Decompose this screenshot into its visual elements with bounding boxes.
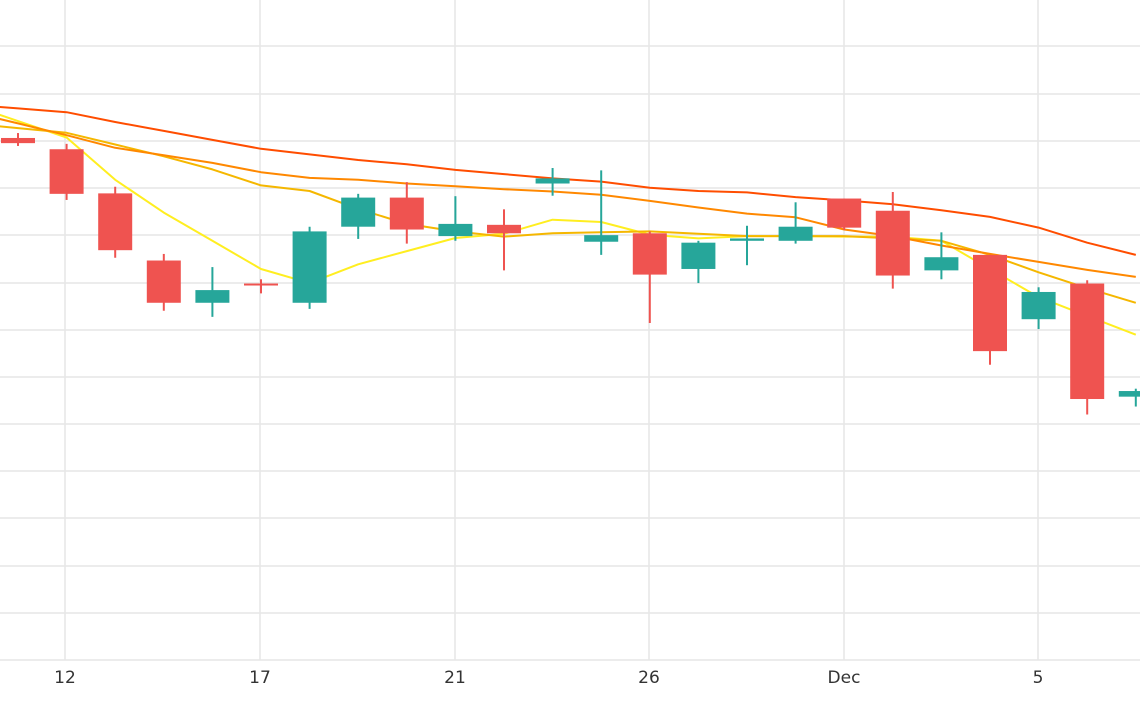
candle — [827, 198, 862, 230]
candle — [730, 225, 764, 266]
candle-body — [389, 197, 424, 230]
candle — [1021, 287, 1056, 330]
candle — [681, 240, 716, 284]
candle-body — [924, 257, 959, 271]
x-tick-label: Dec — [828, 668, 861, 688]
x-tick-label: 26 — [638, 668, 660, 688]
candle — [292, 226, 327, 309]
candle — [438, 196, 473, 241]
candle-body — [827, 198, 862, 228]
candles — [1, 133, 1140, 415]
candle — [584, 170, 619, 255]
candle-body — [875, 210, 910, 276]
candle-body — [1070, 283, 1105, 400]
candle-body — [1021, 291, 1056, 320]
candle-body — [195, 290, 230, 303]
candle-body — [98, 193, 133, 251]
candle-body — [681, 242, 716, 269]
candle — [244, 279, 278, 294]
candle — [632, 231, 667, 323]
candle — [1070, 280, 1105, 415]
candle-body — [584, 235, 619, 242]
candle-body — [146, 260, 181, 303]
grid-lines — [0, 0, 1140, 661]
candle — [924, 232, 959, 280]
candle-body — [632, 233, 667, 275]
candle — [535, 168, 570, 196]
candle — [389, 182, 424, 244]
candle-body — [49, 149, 84, 194]
x-axis: 12 17 21 26 Dec 5 — [54, 668, 1043, 688]
candle — [195, 267, 230, 317]
candle-body — [778, 226, 813, 241]
candle-body — [244, 283, 278, 286]
candle — [1118, 388, 1140, 407]
candle-body — [292, 231, 327, 303]
candle-body — [535, 178, 570, 184]
candle — [146, 253, 181, 311]
candle — [98, 186, 133, 258]
candle — [875, 191, 910, 289]
candle-body — [1118, 391, 1140, 397]
candle — [49, 143, 84, 200]
candle-body — [438, 223, 473, 237]
candle-body — [730, 238, 764, 241]
candle — [341, 193, 376, 239]
x-tick-label: 12 — [54, 668, 76, 688]
x-tick-label: 21 — [444, 668, 466, 688]
candle-body — [487, 224, 521, 234]
candle-body — [973, 254, 1007, 352]
candle — [778, 202, 813, 244]
candle — [1, 133, 35, 146]
x-tick-label: 17 — [249, 668, 271, 688]
x-tick-label: 5 — [1033, 668, 1044, 688]
candle-body — [1, 137, 35, 144]
candle — [973, 254, 1007, 365]
candle-body — [341, 197, 376, 227]
candle — [487, 209, 521, 271]
